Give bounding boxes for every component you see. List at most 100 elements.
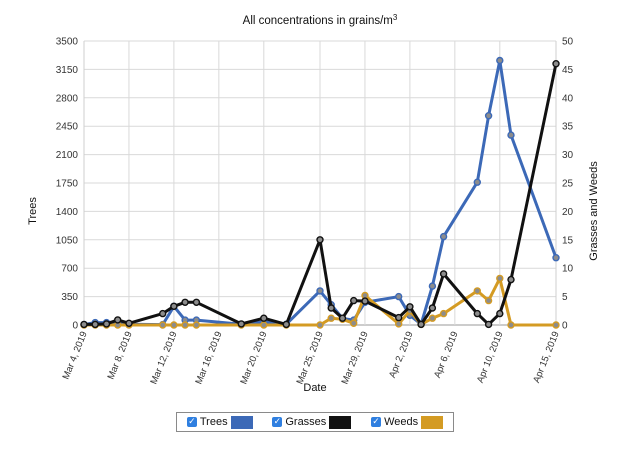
data-point-trees	[496, 56, 504, 65]
data-point-grasses	[113, 316, 122, 324]
y-left-tick-label: 700	[61, 264, 78, 275]
x-axis-title: Date	[303, 382, 326, 394]
y-left-tick-label: 3500	[56, 37, 79, 48]
data-point-trees	[316, 287, 324, 295]
checkbox-icon[interactable]: ✓	[186, 417, 197, 427]
y-left-tick-label: 3150	[56, 65, 79, 76]
data-point-grasses	[260, 314, 268, 322]
legend-item-trees[interactable]: ✓ Trees	[186, 415, 253, 429]
series-grasses	[80, 60, 560, 329]
data-point-grasses	[496, 309, 504, 318]
data-point-trees	[507, 131, 515, 139]
data-point-grasses	[170, 302, 178, 310]
data-point-weeds	[158, 321, 167, 329]
y-left-tick-label: 2100	[56, 150, 79, 161]
x-tick-label: Apr 2, 2019	[387, 330, 416, 380]
grid-lines	[83, 40, 557, 326]
legend-item-weeds[interactable]: ✓ Weeds	[371, 415, 444, 429]
data-point-weeds	[181, 321, 189, 329]
data-point-grasses	[158, 309, 167, 318]
y-left-tick-label: 350	[61, 292, 78, 303]
data-point-weeds	[260, 321, 268, 329]
data-point-grasses	[91, 320, 99, 329]
chart-title: All concentrations in grains/m3	[243, 13, 398, 27]
data-point-weeds	[350, 319, 358, 327]
y-axis-right-title: Grasses and Weeds	[588, 161, 600, 261]
y-right-tick-label: 0	[562, 321, 568, 332]
data-point-grasses	[338, 314, 347, 322]
data-point-weeds	[428, 314, 437, 322]
y-left-tick-label: 0	[72, 321, 78, 332]
y-left-tick-label: 1750	[56, 179, 79, 190]
data-point-weeds	[473, 287, 481, 295]
data-point-grasses	[417, 320, 425, 329]
x-tick-label: Mar 29, 2019	[340, 330, 371, 386]
data-point-trees	[428, 282, 437, 290]
legend-label-trees: Trees	[199, 416, 228, 428]
data-point-grasses	[507, 275, 515, 284]
x-tick-label: Apr 6, 2019	[432, 330, 461, 380]
y-right-tick-label: 30	[562, 150, 574, 161]
series-layer	[80, 56, 560, 329]
data-point-trees	[395, 292, 403, 301]
legend-label-weeds: Weeds	[384, 416, 419, 428]
data-point-weeds	[496, 274, 504, 283]
y-right-tick-label: 20	[562, 207, 574, 218]
y-right-tick-label: 5	[562, 292, 568, 303]
data-point-weeds	[395, 320, 403, 328]
legend-item-grasses[interactable]: ✓ Grasses	[272, 415, 352, 429]
checkbox-icon[interactable]: ✓	[371, 417, 382, 427]
data-point-grasses	[350, 296, 358, 305]
chart-title-text: All concentrations in grains/m	[243, 15, 393, 27]
data-point-grasses	[125, 319, 133, 327]
data-point-grasses	[473, 309, 481, 318]
legend-swatch-grasses	[329, 415, 352, 429]
data-point-weeds	[327, 314, 335, 322]
data-point-trees	[484, 111, 493, 120]
data-point-grasses	[102, 320, 111, 328]
data-point-grasses	[282, 320, 290, 329]
chart-title-superscript: 3	[393, 13, 398, 22]
data-point-grasses	[181, 298, 189, 306]
data-point-trees	[439, 232, 448, 241]
data-point-grasses	[406, 303, 414, 311]
data-point-grasses	[237, 320, 246, 328]
y-left-tick-label: 2450	[56, 122, 79, 133]
legend-swatch-trees	[230, 415, 253, 429]
legend-label-grasses: Grasses	[285, 416, 327, 428]
y-axis-left-title: Trees	[27, 197, 39, 225]
data-point-grasses	[428, 304, 437, 312]
y-right-tick-label: 10	[562, 264, 574, 275]
data-point-weeds	[192, 321, 201, 329]
data-point-grasses	[552, 60, 560, 68]
y-right-tick-label: 50	[562, 37, 574, 48]
x-tick-label: Mar 25, 2019	[295, 330, 326, 386]
x-tick-label: Mar 4, 2019	[61, 330, 90, 381]
checkbox-icon[interactable]: ✓	[272, 417, 283, 427]
data-point-grasses	[316, 236, 324, 244]
data-point-trees	[473, 178, 481, 186]
y-left-tick-label: 2800	[56, 93, 79, 104]
data-point-grasses	[439, 270, 448, 278]
data-point-weeds	[507, 321, 515, 329]
x-tick-label: Mar 8, 2019	[106, 330, 135, 381]
data-point-grasses	[361, 297, 369, 305]
x-tick-label: Mar 16, 2019	[193, 330, 224, 386]
data-point-trees	[552, 254, 560, 262]
legend: ✓ Trees ✓ Grasses ✓ Weeds	[176, 412, 454, 432]
data-point-weeds	[552, 321, 560, 329]
legend-swatch-weeds	[421, 415, 444, 429]
data-point-grasses	[327, 304, 335, 312]
y-right-tick-label: 35	[562, 122, 574, 133]
data-point-grasses	[395, 313, 403, 322]
y-right-tick-label: 45	[562, 65, 574, 76]
data-point-grasses	[484, 320, 493, 329]
x-tick-label: Mar 20, 2019	[238, 330, 269, 386]
y-right-tick-label: 15	[562, 235, 574, 246]
y-left-tick-label: 1400	[56, 207, 79, 218]
x-tick-label: Apr 10, 2019	[475, 330, 506, 385]
data-point-weeds	[439, 309, 448, 318]
data-point-weeds	[170, 321, 178, 329]
